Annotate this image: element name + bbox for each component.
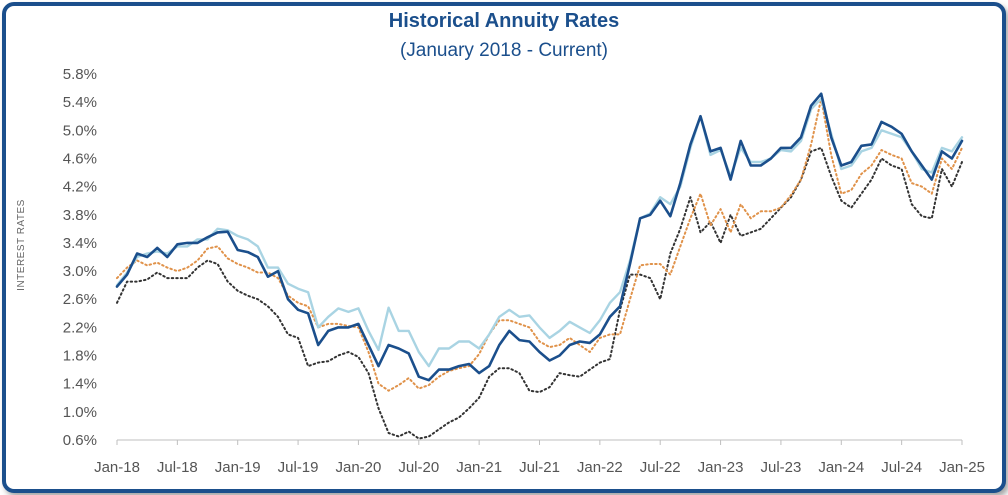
series-lines	[115, 92, 964, 440]
y-axis-ticks: 0.6% 1.0% 1.4% 1.8% 2.2% 2.6% 3.0% 3.4% 3.8% 4.2%…	[63, 66, 97, 449]
y-tick-label: 3.8%	[63, 207, 97, 224]
x-tick-label: Jul-24	[881, 459, 922, 476]
series-line-1	[115, 92, 964, 382]
x-tick-label: Jan-19	[215, 459, 261, 476]
x-axis: Jan-18 Jul-18 Jan-19 Jul-19 Jan-20 Jul-20 Jan-…	[94, 439, 985, 476]
y-tick-label: 2.2%	[63, 319, 97, 336]
x-tick-label: Jan-22	[577, 459, 623, 476]
y-tick-label: 3.4%	[63, 235, 97, 252]
x-tick-label: Jan-20	[335, 459, 381, 476]
y-tick-label: 4.6%	[63, 150, 97, 167]
y-tick-label: 0.6%	[63, 432, 97, 449]
x-tick-label: Jul-22	[640, 459, 681, 476]
y-tick-label: 3.0%	[63, 263, 97, 280]
x-tick-label: Jan-24	[818, 459, 864, 476]
y-tick-label: 5.4%	[63, 94, 97, 111]
y-tick-label: 4.2%	[63, 179, 97, 196]
series-line-4	[116, 146, 963, 440]
y-tick-label: 1.8%	[63, 348, 97, 365]
series-line-3	[116, 97, 963, 392]
y-tick-label: 5.0%	[63, 122, 97, 139]
x-tick-label: Jul-21	[519, 459, 560, 476]
x-tick-label: Jan-23	[698, 459, 744, 476]
x-tick-label: Jan-21	[456, 459, 502, 476]
x-tick-label: Jul-19	[278, 459, 319, 476]
series-line-2	[115, 97, 964, 368]
x-tick-label: Jul-18	[157, 459, 198, 476]
y-axis-label: INTEREST RATES	[16, 199, 27, 291]
y-tick-label: 2.6%	[63, 291, 97, 308]
y-tick-label: 5.8%	[63, 66, 97, 83]
x-tick-label: Jan-25	[939, 459, 985, 476]
x-tick-label: Jul-23	[760, 459, 801, 476]
chart-subtitle: (January 2018 - Current)	[399, 40, 609, 61]
y-tick-label: 1.0%	[63, 404, 97, 421]
chart-title: Historical Annuity Rates	[388, 10, 620, 32]
x-tick-label: Jul-20	[398, 459, 439, 476]
x-tick-label: Jan-18	[94, 459, 140, 476]
y-tick-label: 1.4%	[63, 376, 97, 393]
